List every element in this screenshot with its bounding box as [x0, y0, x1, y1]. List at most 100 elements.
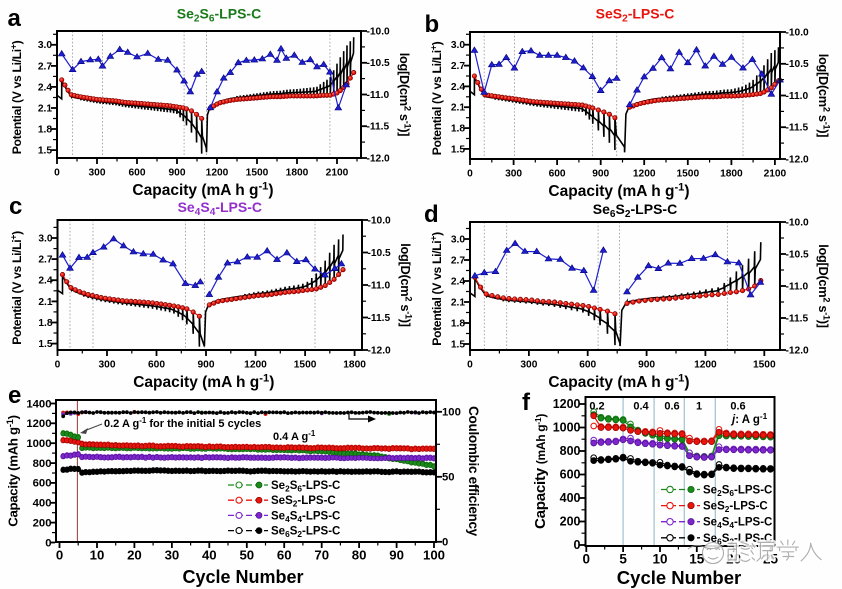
svg-text:2.4: 2.4 — [38, 276, 52, 287]
svg-text:90: 90 — [389, 548, 404, 563]
svg-text:e: e — [8, 382, 21, 409]
svg-text:-11.5: -11.5 — [786, 123, 809, 134]
svg-text:0: 0 — [467, 168, 473, 179]
svg-text:-10.0: -10.0 — [368, 215, 392, 226]
svg-text:70: 70 — [314, 548, 329, 563]
svg-text:Capacity (mA h g-1​): Capacity (mA h g-1​) — [548, 373, 689, 391]
svg-text:Se6​S2​-LPS-C: Se6​S2​-LPS-C — [593, 201, 677, 220]
svg-text:10: 10 — [652, 551, 667, 566]
svg-text:0: 0 — [583, 551, 591, 566]
svg-text:Cycle Number: Cycle Number — [617, 567, 741, 588]
svg-text:1800: 1800 — [286, 167, 309, 178]
svg-text:2.4: 2.4 — [38, 82, 52, 93]
svg-text:900: 900 — [169, 167, 186, 178]
svg-text:3.0: 3.0 — [38, 40, 52, 51]
svg-text:800: 800 — [33, 458, 52, 470]
svg-text:Se2​S6​-LPS-C: Se2​S6​-LPS-C — [703, 485, 772, 499]
svg-text:c: c — [9, 193, 22, 220]
svg-text:1200: 1200 — [206, 167, 229, 178]
svg-text:2.7: 2.7 — [451, 61, 465, 72]
svg-text:300: 300 — [520, 359, 537, 370]
svg-text:0: 0 — [55, 359, 61, 370]
svg-text:15: 15 — [689, 551, 705, 566]
svg-text:2.1: 2.1 — [451, 103, 465, 114]
svg-text:a: a — [8, 5, 22, 32]
svg-text:0.2: 0.2 — [589, 401, 604, 413]
svg-text:0.4: 0.4 — [633, 401, 649, 413]
svg-text:-12.0: -12.0 — [786, 345, 810, 356]
svg-text:600: 600 — [549, 168, 566, 179]
svg-text:1.5: 1.5 — [38, 339, 52, 350]
svg-text:-10.5: -10.5 — [786, 59, 810, 70]
svg-text:1.8: 1.8 — [38, 318, 52, 329]
svg-text:Coulombic efficiency: Coulombic efficiency — [466, 406, 481, 537]
svg-text:0: 0 — [45, 537, 51, 549]
svg-text:1200: 1200 — [553, 397, 581, 411]
svg-text:1200: 1200 — [633, 168, 656, 179]
svg-text:0: 0 — [442, 537, 448, 549]
svg-text:Se4​S4​-LPS-C: Se4​S4​-LPS-C — [703, 517, 772, 531]
svg-text:0.6: 0.6 — [730, 401, 745, 413]
svg-text:400: 400 — [33, 498, 52, 510]
svg-text:-10.0: -10.0 — [367, 26, 391, 37]
svg-text:0: 0 — [574, 538, 581, 552]
svg-text:100: 100 — [423, 548, 445, 563]
svg-text:600: 600 — [33, 478, 52, 490]
svg-text:1: 1 — [696, 401, 702, 413]
svg-text:50: 50 — [442, 472, 455, 484]
svg-text:0.4 A g-1​: 0.4 A g-1​ — [273, 429, 316, 443]
svg-text:900: 900 — [592, 168, 609, 179]
svg-text:-11.5: -11.5 — [786, 313, 809, 324]
svg-text:-11.0: -11.0 — [786, 281, 809, 292]
svg-text:2.1: 2.1 — [451, 297, 465, 308]
svg-text:Se4​S4​-LPS-C: Se4​S4​-LPS-C — [271, 510, 340, 524]
svg-text:1.5: 1.5 — [38, 146, 52, 157]
svg-text:900: 900 — [638, 359, 655, 370]
svg-text:-10.5: -10.5 — [368, 248, 392, 259]
svg-text:-10.5: -10.5 — [786, 249, 810, 260]
svg-text:-11.5: -11.5 — [367, 122, 390, 133]
svg-text:1.5: 1.5 — [451, 339, 465, 350]
svg-text:0: 0 — [56, 548, 63, 563]
svg-text:b: b — [425, 11, 440, 38]
svg-text:Potential (V vs Li/Li+​): Potential (V vs Li/Li+​) — [9, 231, 24, 345]
svg-text:0.6: 0.6 — [664, 401, 679, 413]
svg-text:0: 0 — [467, 359, 473, 370]
svg-text:Se4​S4​-LPS-C: Se4​S4​-LPS-C — [178, 199, 262, 218]
svg-text:800: 800 — [560, 444, 581, 458]
svg-text:Se2​S6​-LPS-C: Se2​S6​-LPS-C — [177, 6, 261, 25]
svg-text:1.8: 1.8 — [38, 124, 52, 135]
svg-text:1.5: 1.5 — [451, 144, 465, 155]
svg-text:Potential (V vs Li/Li+​): Potential (V vs Li/Li+​) — [429, 232, 444, 346]
svg-text:60: 60 — [277, 548, 292, 563]
svg-text:1500: 1500 — [246, 167, 269, 178]
svg-text:2.4: 2.4 — [451, 276, 465, 287]
svg-text:Cycle Number: Cycle Number — [182, 567, 303, 587]
svg-text:900: 900 — [198, 359, 215, 370]
svg-text:400: 400 — [560, 491, 581, 505]
svg-text:200: 200 — [33, 517, 52, 529]
svg-text:1500: 1500 — [676, 168, 699, 179]
svg-text:0.2 A g-1​ for the initial 5 c: 0.2 A g-1​ for the initial 5 cycles — [104, 416, 261, 430]
svg-text:1500: 1500 — [294, 359, 317, 370]
svg-text:1000: 1000 — [553, 421, 581, 435]
svg-text:2100: 2100 — [764, 168, 787, 179]
svg-text:200: 200 — [560, 515, 581, 529]
svg-text:-10.0: -10.0 — [786, 217, 810, 228]
svg-text:600: 600 — [148, 359, 165, 370]
svg-text:2.7: 2.7 — [38, 255, 52, 266]
svg-text:2100: 2100 — [326, 167, 349, 178]
svg-text:-12.0: -12.0 — [786, 154, 810, 165]
svg-text:100: 100 — [442, 407, 461, 419]
svg-text:Capacity (mA h g-1​): Capacity (mA h g-1​) — [548, 182, 689, 200]
svg-text:Se6​S2​-LPS-C: Se6​S2​-LPS-C — [271, 526, 340, 540]
svg-text:2.7: 2.7 — [451, 255, 465, 266]
svg-text:600: 600 — [129, 167, 146, 178]
svg-text:Potential (V vs Li/Li+​): Potential (V vs Li/Li+​) — [9, 40, 24, 154]
svg-text:SeS2​-LPS-C: SeS2​-LPS-C — [596, 6, 675, 25]
svg-text:600: 600 — [560, 468, 581, 482]
svg-text:-12.0: -12.0 — [367, 153, 391, 164]
svg-text:1200: 1200 — [244, 359, 267, 370]
svg-text:SeS2​-LPS-C: SeS2​-LPS-C — [271, 495, 336, 509]
svg-text:10: 10 — [90, 548, 105, 563]
